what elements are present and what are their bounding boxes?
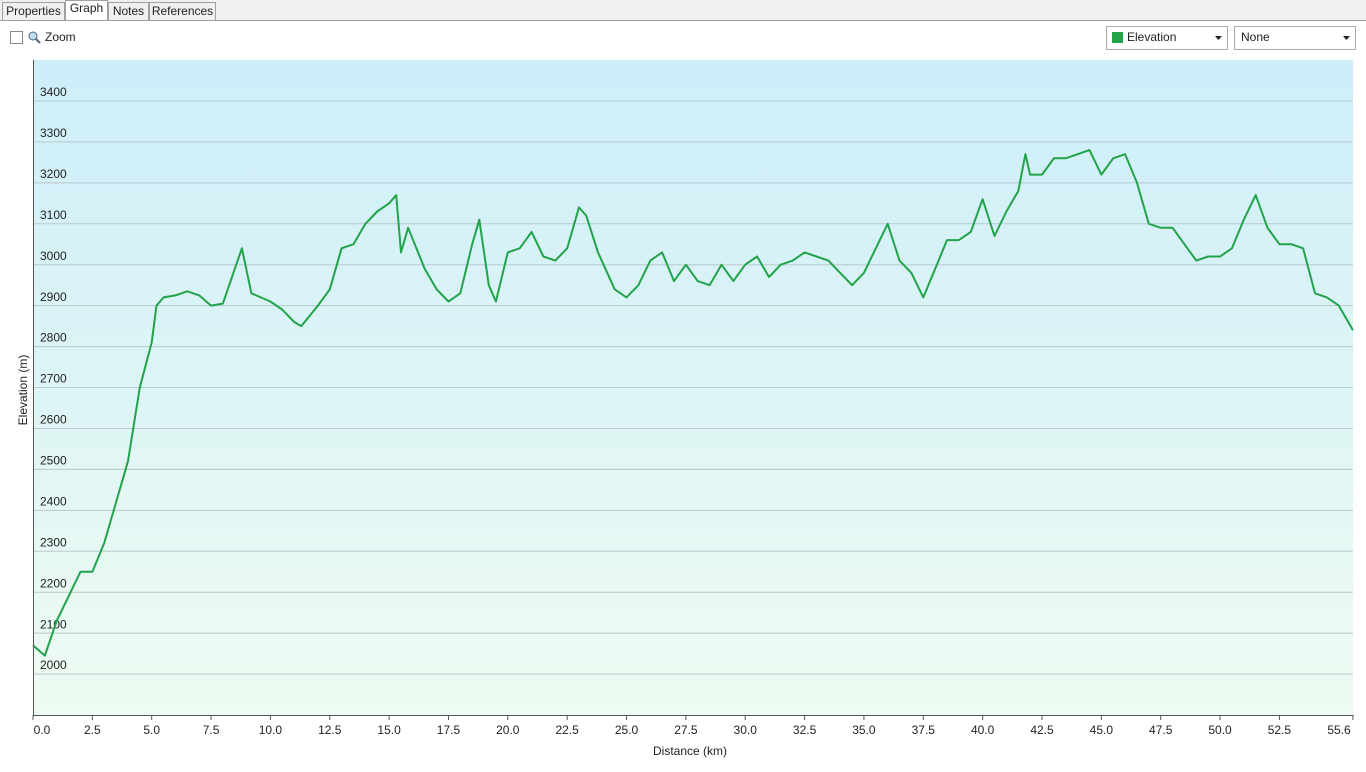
y-tick-label: 2800 <box>40 331 67 345</box>
x-axis-title: Distance (km) <box>653 744 727 758</box>
second-dropdown[interactable] <box>1234 26 1356 50</box>
y-tick-label: 2100 <box>40 617 67 631</box>
y-tick-label: 2200 <box>40 576 67 590</box>
y-tick-label: 2900 <box>40 290 67 304</box>
tab-bar <box>0 0 1366 21</box>
series-dropdown[interactable] <box>1106 26 1228 50</box>
x-tick-label: 12.5 <box>318 723 342 737</box>
zoom-checkbox[interactable] <box>10 31 23 44</box>
tab-label: Properties <box>6 4 61 18</box>
x-tick-label: 40.0 <box>971 723 995 737</box>
y-tick-label: 2300 <box>40 535 67 549</box>
elevation-line <box>32 149 1354 657</box>
x-tick-label: 37.5 <box>912 723 936 737</box>
y-tick-label: 2500 <box>40 454 67 468</box>
x-tick-label: 2.5 <box>84 723 101 737</box>
y-tick-label: 2700 <box>40 372 67 386</box>
x-tick-label: 22.5 <box>555 723 579 737</box>
x-tick-label: 27.5 <box>674 723 698 737</box>
tab-label: References <box>152 4 213 18</box>
zoom-label: Zoom <box>45 30 76 44</box>
zoom-icon-handle <box>35 38 41 44</box>
x-tick-label: 25.0 <box>615 723 639 737</box>
x-tick-label: 15.0 <box>377 723 401 737</box>
x-tick-label: 45.0 <box>1090 723 1114 737</box>
x-tick-label: 7.5 <box>203 723 220 737</box>
series-swatch <box>1112 32 1123 43</box>
x-tick-label: 47.5 <box>1149 723 1173 737</box>
y-tick-label: 2600 <box>40 413 67 427</box>
tab[interactable] <box>2 2 65 21</box>
second-dropdown-text: None <box>1241 30 1270 44</box>
y-tick-label: 3100 <box>40 208 67 222</box>
x-tick-label: 10.0 <box>259 723 283 737</box>
tab-label: Graph <box>70 1 103 15</box>
x-tick-label: 17.5 <box>437 723 461 737</box>
tab[interactable] <box>65 0 108 21</box>
x-tick-label: 42.5 <box>1030 723 1054 737</box>
y-tick-label: 3000 <box>40 249 67 263</box>
x-tick-label: 55.6 <box>1327 723 1351 737</box>
tab-label: Notes <box>113 4 144 18</box>
y-tick-label: 3300 <box>40 126 67 140</box>
zoom-icon <box>28 31 38 41</box>
x-tick-label: 32.5 <box>793 723 817 737</box>
x-tick-label: 20.0 <box>496 723 520 737</box>
y-axis-title: Elevation (m) <box>16 355 30 426</box>
y-tick-label: 2000 <box>40 658 67 672</box>
tab[interactable] <box>108 2 149 21</box>
x-tick-label: 0.0 <box>34 723 51 737</box>
x-tick-label: 30.0 <box>734 723 758 737</box>
y-tick-label: 3200 <box>40 167 67 181</box>
x-tick-label: 35.0 <box>852 723 876 737</box>
dropdown-arrow <box>1215 36 1222 40</box>
tab[interactable] <box>149 2 216 21</box>
series-dropdown-text: Elevation <box>1127 30 1176 44</box>
x-tick-label: 5.0 <box>143 723 160 737</box>
x-tick-label: 52.5 <box>1268 723 1292 737</box>
dropdown-arrow <box>1343 36 1350 40</box>
y-tick-label: 3400 <box>40 85 67 99</box>
y-tick-label: 2400 <box>40 494 67 508</box>
x-tick-label: 50.0 <box>1208 723 1232 737</box>
